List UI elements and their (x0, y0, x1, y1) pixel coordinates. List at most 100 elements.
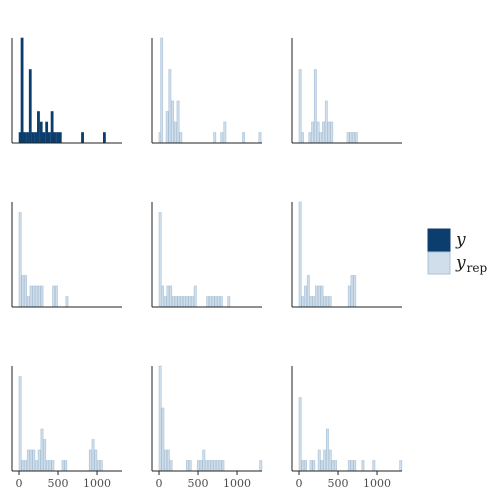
histogram-bar-6-2 (301, 296, 305, 308)
histogram-bar-3-1 (298, 69, 302, 144)
histogram-bar-7-17 (91, 439, 95, 472)
histogram-bar-7-4 (26, 449, 30, 472)
histogram-bar-2-13 (258, 132, 262, 144)
histogram-bar-8-14 (213, 460, 217, 472)
histogram-bar-3-14 (352, 132, 355, 144)
histogram-bar-2-5 (171, 100, 175, 144)
histogram-bar-5-4 (166, 285, 170, 308)
histogram-bar-4-11 (54, 285, 58, 308)
histogram-bar-6-4 (306, 275, 310, 308)
histogram-bar-5-15 (206, 296, 210, 308)
histogram-bar-6-11 (326, 296, 329, 308)
histogram-bar-4-3 (24, 275, 27, 308)
histogram-bar-1-11 (45, 121, 49, 144)
histogram-bar-7-11 (46, 460, 49, 472)
histogram-bar-2-7 (176, 100, 180, 144)
histogram-bar-1-15 (56, 132, 59, 144)
histogram-bar-5-6 (171, 296, 175, 308)
histogram-bar-4-12 (65, 296, 69, 308)
histogram-bar-4-10 (52, 285, 56, 308)
histogram-bar-7-8 (37, 449, 41, 472)
histogram-bar-3-3 (308, 132, 312, 144)
histogram-bar-7-18 (94, 449, 98, 472)
histogram-bar-9-14 (350, 460, 354, 472)
legend-label-yrep-main: y (455, 253, 466, 273)
legend-swatch-yrep (427, 251, 451, 275)
histogram-bar-5-21 (227, 296, 231, 308)
histogram-bar-8-12 (207, 460, 211, 472)
histogram-bar-2-2 (160, 37, 164, 144)
histogram-bar-7-3 (24, 460, 27, 472)
histogram-bar-8-2 (161, 407, 165, 472)
histogram-bar-7-10 (43, 439, 47, 472)
histogram-bar-8-3 (164, 449, 167, 472)
histogram-bar-8-15 (216, 460, 219, 472)
histogram-bar-5-5 (169, 285, 173, 308)
histogram-bar-9-9 (326, 428, 329, 472)
histogram-bar-9-4 (309, 460, 313, 472)
histogram-bar-4-6 (32, 285, 36, 308)
histogram-bar-5-17 (211, 296, 215, 308)
histogram-bar-9-18 (399, 460, 403, 472)
panel-6 (291, 201, 402, 308)
histogram-bar-7-5 (29, 449, 33, 472)
histogram-bar-1-6 (31, 132, 35, 144)
x-tick-label-9-1: 0 (296, 477, 303, 490)
legend-label-yrep-subscript: rep (467, 261, 488, 275)
histogram-bar-5-3 (163, 296, 167, 308)
histogram-bar-9-13 (347, 460, 351, 472)
histogram-bar-2-8 (179, 132, 183, 144)
panel-4 (11, 202, 122, 308)
histogram-bar-1-17 (81, 132, 84, 144)
panel-8: 0 500 1000 (151, 365, 263, 490)
histogram-bar-7-2 (21, 460, 25, 472)
histogram-bar-5-14 (193, 285, 197, 308)
histogram-bar-6-9 (320, 285, 324, 308)
histogram-bar-1-12 (47, 132, 51, 144)
histogram-bar-7-20 (99, 460, 103, 472)
histogram-bar-1-9 (39, 121, 43, 144)
histogram-bar-2-11 (223, 121, 227, 144)
x-tick-label-8-2: 500 (188, 477, 209, 490)
histogram-bar-2-9 (213, 132, 217, 144)
histogram-bar-9-7 (320, 460, 324, 472)
histogram-bar-9-5 (312, 460, 316, 472)
histogram-bar-5-1 (158, 212, 162, 308)
histogram-bar-1-7 (34, 132, 38, 144)
histogram-bar-9-16 (361, 460, 365, 472)
histogram-bar-5-20 (219, 296, 223, 308)
histogram-bar-6-1 (298, 201, 302, 308)
histogram-bar-1-5 (28, 69, 32, 144)
histogram-bar-3-10 (327, 121, 331, 144)
histogram-bar-3-7 (319, 132, 323, 144)
histogram-bar-6-15 (353, 275, 357, 308)
histogram-bar-6-5 (309, 296, 313, 308)
histogram-bar-3-15 (354, 132, 358, 144)
histogram-bar-8-1 (158, 365, 162, 472)
histogram-bar-7-19 (97, 460, 100, 472)
histogram-bar-3-6 (316, 121, 320, 144)
histogram-bar-4-2 (21, 275, 25, 308)
histogram-bar-6-13 (347, 285, 351, 308)
panel-9: 0 500 1000 (291, 366, 403, 490)
histogram-bar-5-9 (180, 296, 183, 308)
histogram-bar-8-7 (188, 460, 192, 472)
histogram-bar-7-14 (61, 460, 65, 472)
histogram-bar-2-10 (220, 132, 224, 144)
histogram-bar-7-1 (18, 376, 22, 472)
histogram-bar-1-2 (20, 37, 24, 144)
histogram-bar-6-14 (350, 275, 354, 308)
histogram-bar-5-19 (217, 296, 221, 308)
x-tick-label-8-3: 1000 (223, 477, 251, 490)
histogram-bar-5-13 (191, 296, 194, 308)
x-tick-label-9-3: 1000 (363, 477, 391, 490)
histogram-bar-4-7 (35, 285, 38, 308)
histogram-bar-2-3 (165, 111, 169, 144)
histogram-bar-6-10 (323, 296, 327, 308)
histogram-bar-6-6 (312, 296, 316, 308)
histogram-bar-8-6 (186, 460, 189, 472)
histogram-bar-7-16 (88, 449, 92, 472)
histogram-bar-4-1 (18, 212, 22, 308)
histogram-bar-5-10 (182, 296, 186, 308)
